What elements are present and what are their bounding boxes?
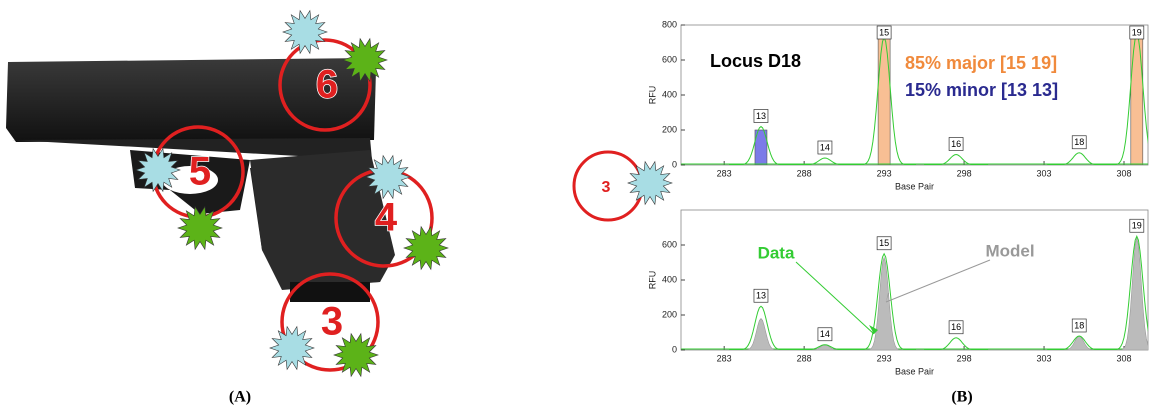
- x-tick-label: 303: [1037, 353, 1052, 363]
- swab-label: 5: [189, 150, 211, 194]
- model-peak: [729, 319, 793, 351]
- marker-label: 3: [602, 179, 611, 196]
- swab-label: 3: [321, 300, 343, 344]
- data-peak: [924, 155, 988, 166]
- x-tick-label: 293: [877, 168, 892, 178]
- allele-label: 16: [951, 322, 961, 332]
- y-axis-label: RFU: [647, 271, 657, 290]
- y-tick-label: 600: [662, 239, 677, 249]
- allele-label: 18: [1074, 137, 1084, 147]
- figure: (A) (B) 3 6 5 4 3 0 200 400 600 800 283 288 293 298 3…: [0, 0, 1150, 408]
- x-tick-label: 283: [717, 168, 732, 178]
- allele-label: 14: [820, 142, 830, 152]
- data-peak: [924, 338, 988, 350]
- swab-label: 4: [375, 196, 398, 240]
- data-peak: [1047, 153, 1111, 165]
- y-tick-label: 400: [662, 89, 677, 99]
- allele-label: 19: [1132, 221, 1142, 231]
- x-tick-label: 293: [877, 353, 892, 363]
- starburst: [628, 162, 672, 205]
- model-peak: [1047, 336, 1111, 350]
- annotation: 15% minor [13 13]: [905, 80, 1058, 100]
- allele-label: 18: [1074, 320, 1084, 330]
- y-tick-label: 200: [662, 124, 677, 134]
- chart-title: Locus D18: [710, 51, 801, 71]
- x-tick-label: 303: [1037, 168, 1052, 178]
- allele-label: 16: [951, 139, 961, 149]
- allele-label: 19: [1132, 27, 1142, 37]
- series-annotation: Data: [758, 243, 795, 262]
- annotation: 85% major [15 19]: [905, 53, 1057, 73]
- y-tick-label: 0: [672, 159, 677, 169]
- panel-caption: (A): [229, 389, 251, 406]
- starburst: [283, 11, 327, 54]
- swab-label: 6: [316, 63, 338, 107]
- x-axis-label: Base Pair: [895, 366, 934, 376]
- x-tick-label: 298: [957, 353, 972, 363]
- annotation-arrow: [796, 262, 874, 334]
- allele-label: 14: [820, 329, 830, 339]
- y-tick-label: 400: [662, 274, 677, 284]
- allele-label: 13: [756, 111, 766, 121]
- x-tick-label: 288: [797, 353, 812, 363]
- x-tick-label: 308: [1116, 168, 1131, 178]
- x-axis-label: Base Pair: [895, 181, 934, 191]
- panel-caption: (B): [951, 389, 972, 406]
- y-tick-label: 600: [662, 54, 677, 64]
- model-peak: [1105, 238, 1150, 350]
- allele-label: 15: [879, 238, 889, 248]
- allele-label: 13: [756, 291, 766, 301]
- y-axis-label: RFU: [647, 86, 657, 105]
- allele-bar: [1131, 34, 1143, 165]
- y-tick-label: 800: [662, 19, 677, 29]
- model-peak: [852, 257, 916, 350]
- series-annotation: Model: [985, 241, 1034, 260]
- data-peak: [1105, 34, 1150, 165]
- plot-area: [681, 236, 1150, 350]
- allele-bar: [878, 34, 890, 165]
- annotation-arrow: [886, 260, 990, 302]
- y-tick-label: 200: [662, 309, 677, 319]
- x-tick-label: 308: [1116, 353, 1131, 363]
- starburst: [404, 227, 448, 270]
- x-tick-label: 288: [797, 168, 812, 178]
- allele-label: 15: [879, 27, 889, 37]
- x-tick-label: 298: [957, 168, 972, 178]
- y-tick-label: 0: [672, 344, 677, 354]
- x-tick-label: 283: [717, 353, 732, 363]
